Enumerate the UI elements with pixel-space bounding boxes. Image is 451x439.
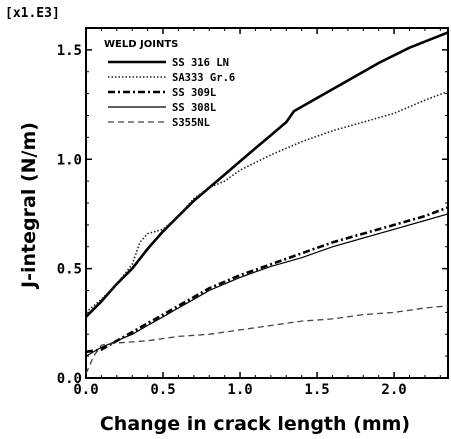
y-tick-label: 1.5 [57,43,82,59]
series-line-3 [85,206,449,354]
legend-label-4: SS 308L [172,102,216,114]
series-line-5 [85,305,449,374]
y-axis-ticks: 0.0 0.5 1.0 1.5 [57,43,448,387]
legend-label-5: S355NL [172,117,210,129]
x-axis-label: Change in crack length (mm) [100,413,410,435]
x-tick-label: 0.5 [150,382,175,398]
legend-label-3: SS 309L [172,87,216,99]
series-layer [85,31,449,374]
x-tick-label: 0.0 [73,382,98,398]
legend-title: WELD JOINTS [104,39,178,50]
legend: WELD JOINTS SS 316 LN SA333 Gr.6 SS 309L SS … [104,39,235,129]
y-tick-label: 0.0 [57,371,82,387]
x-tick-label: 2.0 [381,382,406,398]
y-tick-label: 0.5 [57,262,82,278]
plot-area-border [85,27,449,379]
y-tick-label: 1.0 [57,152,82,168]
y-multiplier-label: [x1.E3] [5,6,60,21]
y-axis-label: J-integral (N/m) [18,122,40,290]
series-line-1 [85,31,449,318]
x-tick-label: 1.0 [227,382,252,398]
plot-frame [85,27,449,379]
legend-label-2: SA333 Gr.6 [172,72,235,84]
legend-label-1: SS 316 LN [172,57,229,69]
x-axis-ticks: 0.0 0.5 1.0 1.5 2.0 [73,28,441,398]
series-line-2 [85,90,449,314]
series-line-4 [85,213,449,357]
x-tick-label: 1.5 [304,382,329,398]
